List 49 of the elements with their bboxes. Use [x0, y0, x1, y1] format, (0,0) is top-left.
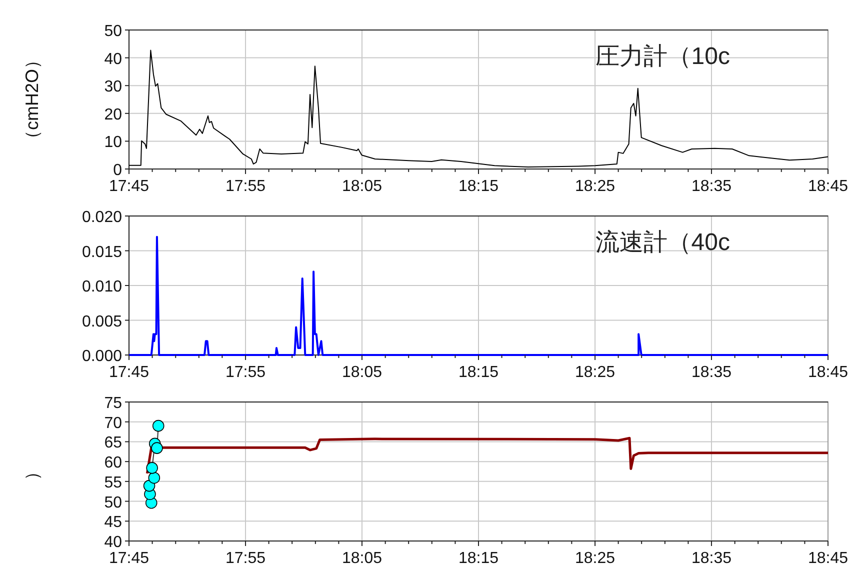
point: [148, 472, 160, 484]
x-tick-label: 18:15: [458, 550, 499, 565]
y-axis-title: （cmH2O）: [22, 50, 42, 148]
x-tick-label: 18:25: [575, 364, 616, 381]
x-tick-label: 18:05: [342, 178, 382, 195]
x-tick-label: 17:45: [108, 178, 150, 195]
y-tick-label: 0.020: [82, 209, 122, 226]
annotation: 流速計（40c: [595, 229, 730, 256]
x-tick-label: 17:55: [226, 178, 266, 195]
x-tick-label: 18:25: [575, 550, 616, 565]
y-tick-label: 45: [104, 514, 122, 532]
x-tick-label: 18:25: [575, 178, 616, 195]
x-tick-label: 18:35: [691, 178, 732, 195]
y-tick-label: 70: [104, 414, 122, 432]
x-tick-label: 18:05: [342, 550, 382, 565]
point: [151, 442, 163, 454]
y-tick-label: 55: [104, 474, 122, 492]
y-tick-label: 0.000: [82, 348, 122, 365]
y-tick-label: 10: [104, 134, 122, 152]
x-tick-label: 18:15: [458, 178, 499, 195]
annotation: 圧力計（10c: [595, 43, 730, 70]
x-tick-label: 17:55: [226, 550, 266, 565]
x-tick-label: 17:45: [108, 550, 150, 565]
y-tick-label: 30: [104, 78, 122, 96]
y-tick-label: 0.015: [82, 244, 122, 261]
y-tick-label: 50: [104, 23, 122, 40]
point: [152, 420, 164, 432]
x-tick-label: 17:45: [108, 364, 150, 381]
y-axis-title: ）: [22, 462, 42, 480]
x-tick-label: 18:05: [342, 364, 382, 381]
x-tick-label: 18:45: [808, 178, 848, 195]
x-tick-label: 18:15: [458, 364, 499, 381]
y-tick-label: 60: [104, 454, 122, 472]
x-tick-label: 18:35: [691, 364, 732, 381]
y-tick-label: 40: [104, 50, 122, 68]
y-tick-label: 0: [113, 162, 122, 179]
y-tick-label: 40: [104, 534, 122, 551]
y-tick-label: 75: [104, 395, 122, 412]
x-tick-label: 18:45: [808, 364, 848, 381]
x-tick-label: 18:45: [808, 550, 848, 565]
point: [146, 462, 158, 474]
y-tick-label: 0.010: [82, 278, 122, 296]
x-tick-label: 17:55: [226, 364, 266, 381]
y-tick-label: 20: [104, 106, 122, 124]
y-tick-label: 50: [104, 494, 122, 512]
y-tick-label: 0.005: [82, 313, 122, 330]
point: [143, 480, 156, 492]
x-tick-label: 18:35: [691, 550, 732, 565]
y-tick-label: 65: [104, 434, 122, 452]
